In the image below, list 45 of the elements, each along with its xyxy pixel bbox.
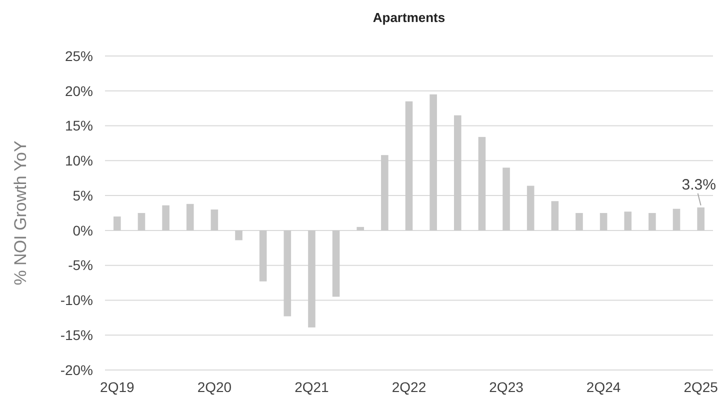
y-tick-label: 0% <box>72 222 93 238</box>
y-tick-label: 20% <box>64 82 93 99</box>
y-tick-label: -10% <box>60 292 93 308</box>
bar <box>672 208 680 230</box>
y-tick-label: 10% <box>64 152 93 169</box>
x-tick-label: 2Q24 <box>586 379 621 395</box>
data-label: 3.3% <box>682 176 716 194</box>
bar <box>138 213 146 230</box>
x-tick-label: 2Q19 <box>100 379 134 395</box>
x-tick-label: 2Q25 <box>684 379 718 395</box>
bar <box>259 230 267 282</box>
bar <box>454 115 462 230</box>
bar <box>114 216 121 230</box>
bar <box>186 204 194 230</box>
y-tick-label: -15% <box>60 327 93 344</box>
bar <box>210 210 218 230</box>
y-tick-label: 25% <box>64 48 93 64</box>
bar <box>551 201 559 230</box>
y-axis-title: % NOI Growth YoY <box>11 140 30 286</box>
y-tick-label: -20% <box>60 362 93 378</box>
bar <box>356 226 364 230</box>
bar <box>308 230 316 328</box>
bar <box>430 94 437 230</box>
x-tick-label: 2Q21 <box>294 379 330 395</box>
x-tick-label: 2Q22 <box>392 379 426 395</box>
bar <box>381 155 388 230</box>
bar <box>576 213 583 230</box>
bar <box>624 212 632 230</box>
bar <box>478 136 486 230</box>
x-tick-label: 2Q23 <box>489 379 524 395</box>
bar <box>600 213 608 230</box>
bar <box>405 101 413 230</box>
bar <box>284 230 292 316</box>
y-tick-label: 15% <box>64 118 93 134</box>
bar <box>526 186 534 230</box>
x-tick-label: 2Q20 <box>197 379 232 395</box>
bar <box>162 205 170 230</box>
bar <box>697 207 704 230</box>
chart-title: Apartments <box>372 10 446 25</box>
bar <box>648 213 656 230</box>
bar <box>502 168 510 230</box>
bar <box>332 230 340 297</box>
bar <box>235 230 242 240</box>
y-tick-label: 5% <box>72 187 93 204</box>
y-tick-label: -5% <box>68 257 93 274</box>
